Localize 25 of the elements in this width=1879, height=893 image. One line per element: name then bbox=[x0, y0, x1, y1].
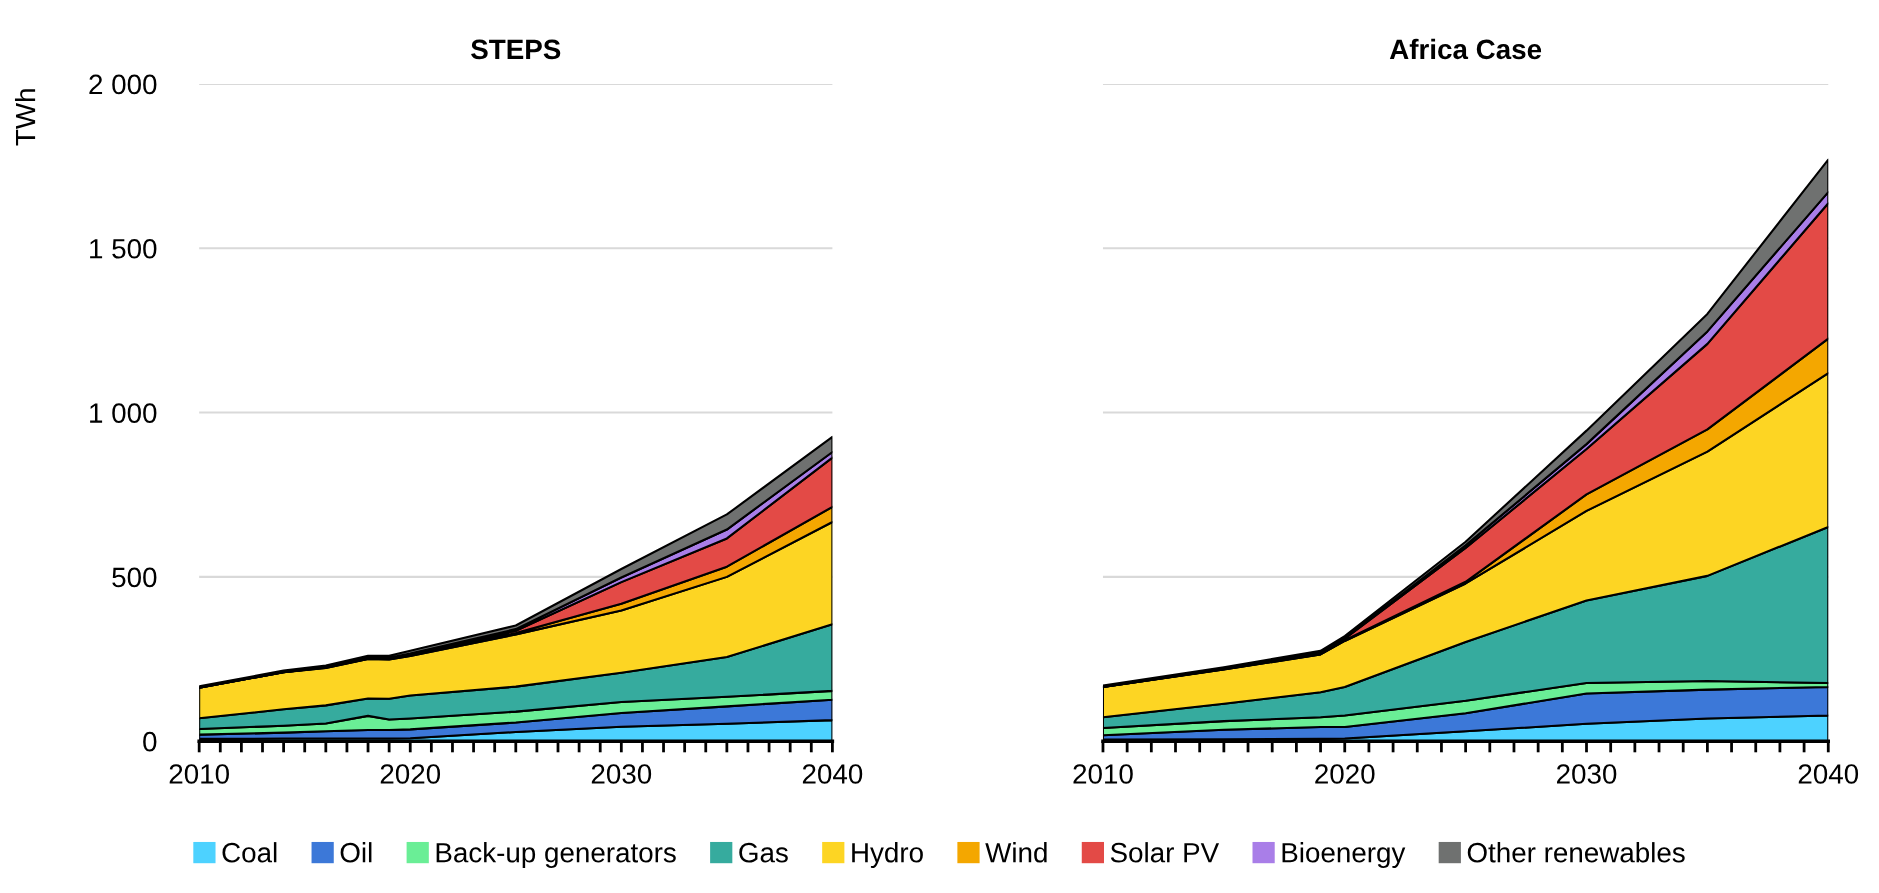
x-tick-label: 2030 bbox=[1557, 764, 1617, 784]
legend-label: Solar PV bbox=[1110, 842, 1220, 863]
x-tick-label: 2010 bbox=[169, 764, 229, 784]
x-tick-label: 2030 bbox=[591, 764, 652, 784]
y-tick-label: 1 000 bbox=[90, 403, 157, 423]
x-tick-label: 2010 bbox=[1073, 764, 1133, 784]
chart-title: Africa Case bbox=[1389, 38, 1542, 60]
legend-label: Back-up generators bbox=[436, 842, 676, 868]
y-tick-label: 0 bbox=[143, 731, 157, 752]
x-tick-label: 2040 bbox=[1798, 764, 1859, 784]
legend-label: Hydro bbox=[852, 842, 923, 868]
legend-label: Oil bbox=[340, 842, 372, 863]
chart-title: STEPS bbox=[471, 39, 561, 60]
legend-label: Gas bbox=[739, 842, 788, 863]
legend-label: Wind bbox=[985, 842, 1047, 863]
x-tick-label: 2020 bbox=[1315, 764, 1375, 784]
y-tick-label: 1 500 bbox=[90, 238, 157, 259]
legend-label: Coal bbox=[222, 842, 277, 863]
legend-label: Bioenergy bbox=[1282, 842, 1406, 868]
x-tick-label: 2020 bbox=[380, 764, 441, 784]
legend-label: Other renewables bbox=[1467, 842, 1685, 863]
y-axis-title: TWh bbox=[14, 89, 36, 146]
x-tick-label: 2040 bbox=[802, 764, 863, 784]
y-tick-label: 500 bbox=[112, 567, 157, 588]
y-tick-label: 2 000 bbox=[89, 74, 157, 95]
